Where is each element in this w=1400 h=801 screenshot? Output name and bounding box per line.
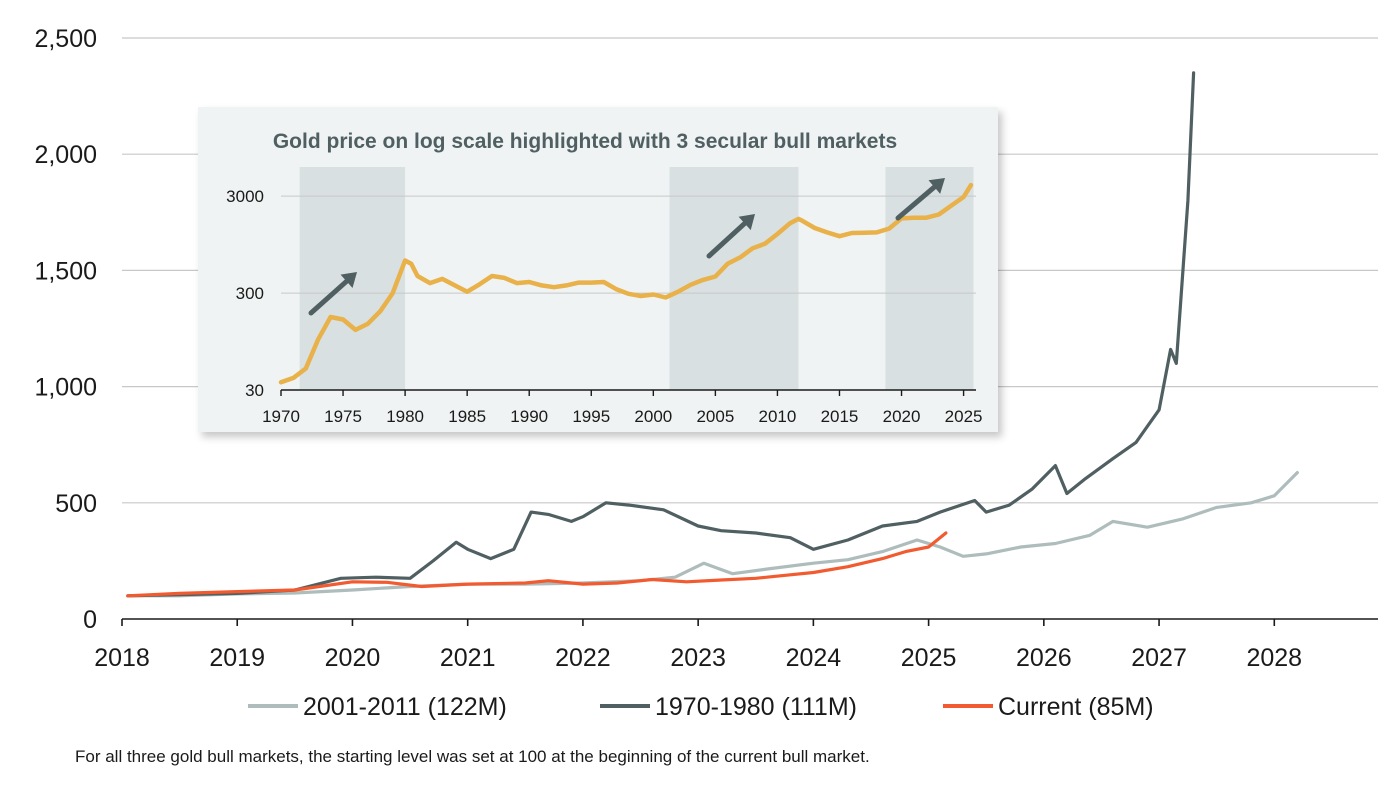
x-tick-label: 2023 [670, 644, 726, 672]
series-line-3 [126, 531, 948, 598]
series-line-1 [126, 471, 1299, 598]
inset-series-line-1 [278, 182, 974, 385]
highlight-band [669, 167, 799, 390]
y-tick-label: 2,500 [34, 25, 97, 53]
inset-y-tick-labels: 30 300 3000 [226, 187, 264, 400]
main-series-lines [126, 71, 1299, 598]
inset-y-tick-label: 30 [245, 381, 264, 400]
legend-label: 1970-1980 (111M) [655, 693, 857, 721]
inset-chart: Gold price on log scale highlighted with… [198, 107, 998, 432]
series-line-2 [126, 71, 1196, 598]
y-tick-label: 0 [83, 606, 97, 634]
arrow-head [340, 272, 357, 289]
inset-x-tick-label: 1985 [448, 407, 486, 426]
x-tick-label: 2020 [325, 644, 381, 672]
arrow-shaft [706, 220, 748, 259]
x-tick-label: 2019 [209, 644, 265, 672]
y-tick-label: 1,500 [34, 257, 97, 285]
main-y-tick-labels: 0 500 1,000 1,500 2,000 2,500 [34, 25, 97, 634]
inset-x-tick-label: 2025 [945, 407, 983, 426]
inset-x-tick-label: 1975 [324, 407, 362, 426]
inset-x-tick-label: 2015 [821, 407, 859, 426]
x-tick-label: 2021 [440, 644, 496, 672]
x-tick-label: 2027 [1131, 644, 1187, 672]
inset-arrows [308, 178, 945, 316]
arrow-shaft [895, 184, 937, 221]
x-tick-label: 2022 [555, 644, 611, 672]
inset-x-tick-label: 1990 [510, 407, 548, 426]
arrow-shaft [308, 278, 350, 316]
legend-label: 2001-2011 (122M) [303, 693, 507, 721]
x-tick-label: 2018 [94, 644, 150, 672]
arrow-head [738, 214, 755, 231]
inset-x-tick-label: 1980 [386, 407, 424, 426]
x-tick-label: 2024 [786, 644, 842, 672]
y-tick-label: 500 [55, 490, 97, 518]
y-tick-label: 2,000 [34, 141, 97, 169]
inset-x-axis: 1970 1975 1980 1985 1990 1995 2000 2005 2010 2015… [262, 389, 983, 426]
inset-title: Gold price on log scale highlighted with… [273, 130, 897, 153]
arrow-head [928, 178, 945, 194]
x-tick-label: 2028 [1246, 644, 1302, 672]
y-tick-label: 1,000 [34, 374, 97, 402]
inset-x-tick-label: 1970 [262, 407, 300, 426]
legend: 2001-2011 (122M) 1970-1980 (111M) Current … [248, 693, 1154, 721]
main-x-axis: 2018 2019 2020 2021 2022 2023 2024 2025 2026 2027… [94, 618, 1378, 672]
inset-x-tick-label: 2005 [696, 407, 734, 426]
inset-price-line [278, 182, 974, 385]
inset-y-tick-label: 3000 [226, 187, 264, 206]
inset-x-tick-label: 2000 [634, 407, 672, 426]
x-tick-label: 2026 [1016, 644, 1072, 672]
highlight-band [885, 167, 974, 390]
x-tick-label: 2025 [901, 644, 957, 672]
inset-x-tick-label: 2020 [883, 407, 921, 426]
footnote: For all three gold bull markets, the sta… [75, 747, 870, 766]
legend-label: Current (85M) [998, 693, 1154, 721]
inset-x-tick-label: 2010 [759, 407, 797, 426]
inset-y-tick-label: 300 [236, 284, 264, 303]
inset-x-tick-label: 1995 [572, 407, 610, 426]
